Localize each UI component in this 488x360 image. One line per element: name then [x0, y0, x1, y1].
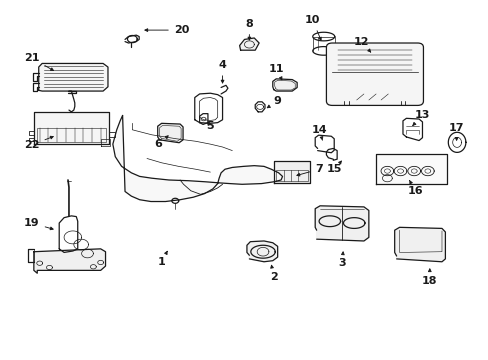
Text: 6: 6: [154, 136, 168, 149]
Text: 7: 7: [296, 164, 322, 176]
Text: 14: 14: [311, 125, 327, 140]
Text: 19: 19: [24, 218, 53, 230]
Text: 5: 5: [206, 121, 214, 131]
Text: 8: 8: [245, 19, 253, 40]
Text: 21: 21: [24, 53, 53, 71]
Text: 1: 1: [158, 251, 167, 267]
Polygon shape: [158, 123, 183, 143]
Polygon shape: [273, 161, 310, 183]
Polygon shape: [39, 63, 108, 91]
Text: 15: 15: [326, 161, 342, 174]
Text: 22: 22: [24, 136, 53, 150]
Polygon shape: [34, 249, 105, 273]
Polygon shape: [113, 116, 282, 202]
FancyBboxPatch shape: [326, 43, 423, 105]
Text: 12: 12: [353, 37, 370, 52]
Polygon shape: [394, 227, 445, 262]
Polygon shape: [239, 38, 259, 50]
Text: 17: 17: [448, 123, 464, 140]
Text: 11: 11: [268, 64, 284, 80]
Polygon shape: [34, 112, 109, 144]
Text: 13: 13: [412, 111, 429, 125]
Polygon shape: [272, 79, 297, 91]
Text: 4: 4: [218, 60, 226, 83]
Text: 20: 20: [144, 25, 189, 35]
Text: 10: 10: [305, 15, 321, 40]
Polygon shape: [375, 154, 446, 184]
Text: 2: 2: [269, 265, 277, 282]
Text: 3: 3: [338, 252, 345, 268]
Polygon shape: [315, 206, 368, 241]
Text: 18: 18: [421, 269, 437, 286]
Text: 9: 9: [267, 96, 281, 108]
Polygon shape: [246, 241, 277, 262]
Text: 16: 16: [407, 180, 422, 196]
